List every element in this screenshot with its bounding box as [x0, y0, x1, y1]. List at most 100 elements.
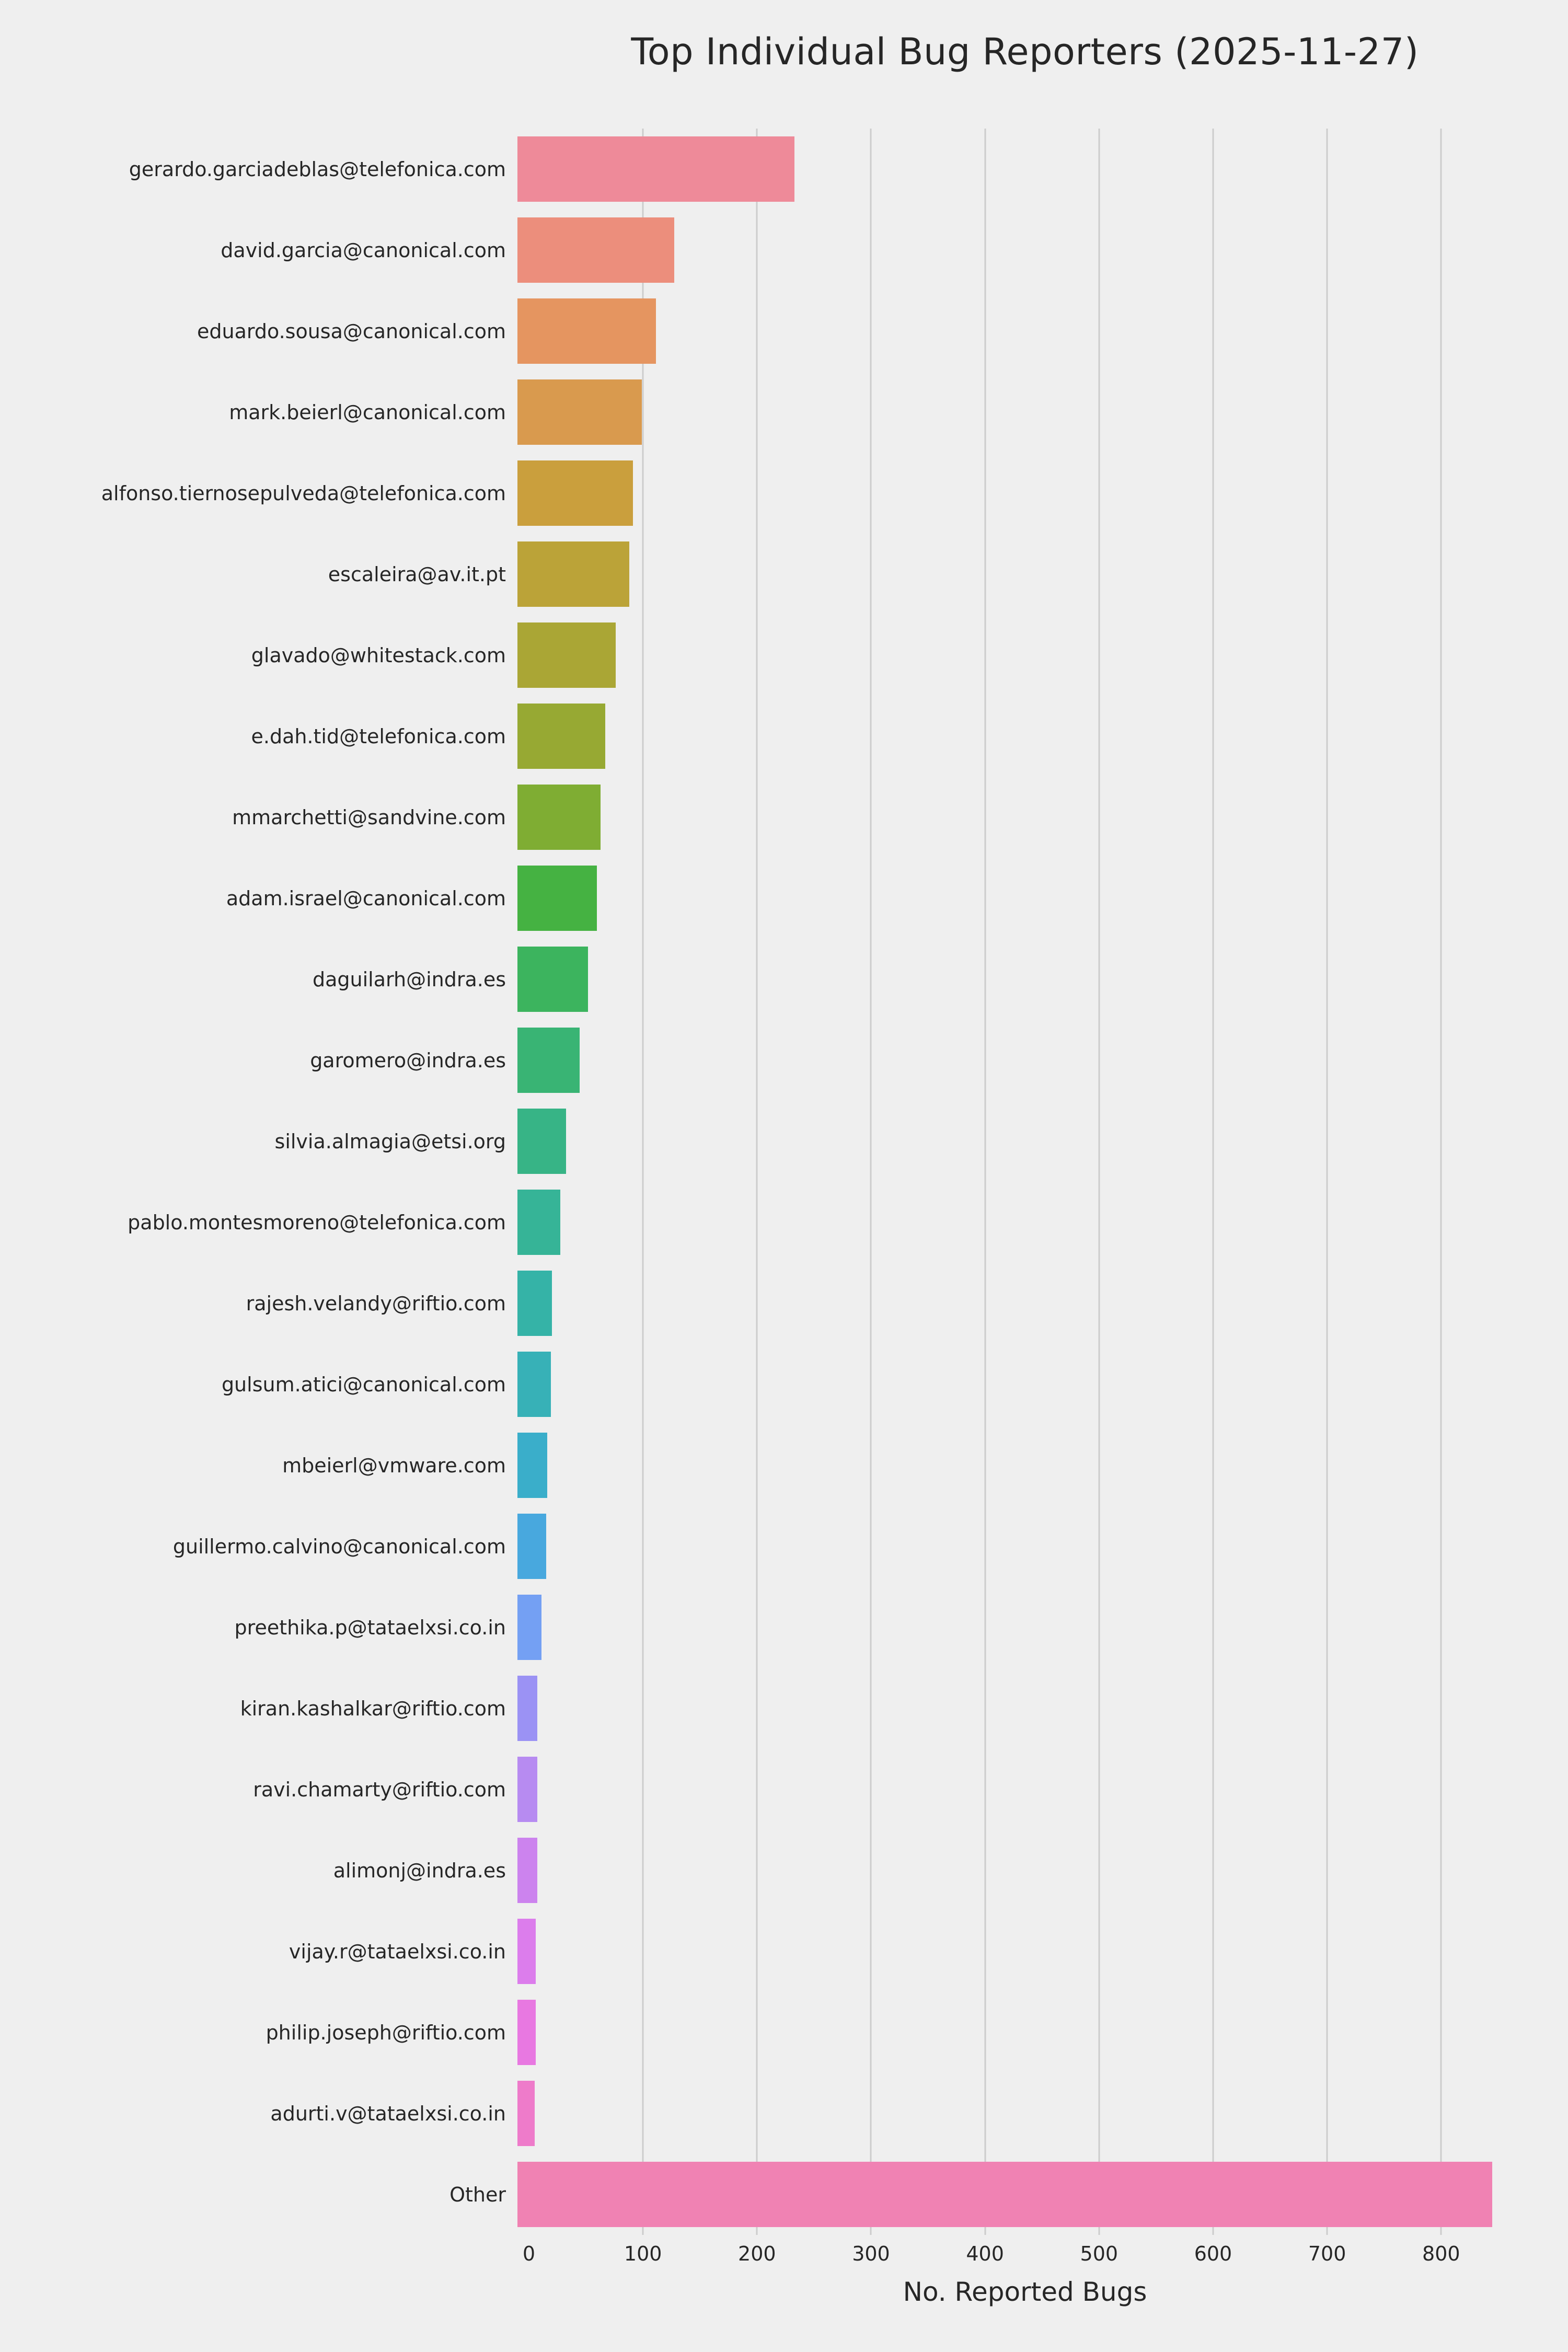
bar-row: silvia.almagia@etsi.org — [0, 1101, 1521, 1182]
bar-track — [517, 1668, 1521, 1749]
x-tick-label: 300 — [852, 2242, 890, 2265]
bar-track — [517, 615, 1521, 696]
bar-row: guillermo.calvino@canonical.com — [0, 1506, 1521, 1587]
bar-row: vijay.r@tataelxsi.co.in — [0, 1911, 1521, 1992]
x-axis: 0 100 200 300 400 500 600 700 800 — [523, 2235, 1521, 2269]
bar-track — [517, 1911, 1521, 1992]
bar — [517, 2081, 535, 2146]
bar-label: escaleira@av.it.pt — [328, 562, 506, 586]
x-tick-label: 100 — [624, 2242, 662, 2265]
bar — [517, 947, 588, 1012]
bar-track — [517, 129, 1521, 210]
bar — [517, 1838, 537, 1903]
x-axis-label: No. Reported Bugs — [903, 2277, 1147, 2307]
bar-track — [517, 1830, 1521, 1911]
bar — [517, 1757, 537, 1822]
bar — [517, 1514, 547, 1579]
bar-track — [517, 1425, 1521, 1506]
bar-label: gulsum.atici@canonical.com — [221, 1373, 506, 1396]
bar-track — [517, 939, 1521, 1020]
bar-row: mbeierl@vmware.com — [0, 1425, 1521, 1506]
rows: gerardo.garciadeblas@telefonica.com david… — [0, 129, 1568, 2235]
bar — [517, 1109, 566, 1174]
bar-track — [517, 1101, 1521, 1182]
gridlines — [529, 129, 1521, 2235]
bar-track — [517, 1992, 1521, 2073]
bar — [517, 785, 601, 850]
bar-row: garomero@indra.es — [0, 1020, 1521, 1101]
bar — [517, 866, 597, 931]
bar-label: mmarchetti@sandvine.com — [232, 805, 506, 829]
bar-row: gulsum.atici@canonical.com — [0, 1344, 1521, 1425]
gridline — [1326, 129, 1328, 2235]
bar-track — [517, 2073, 1521, 2154]
bar — [517, 1028, 580, 1093]
bar-row: adam.israel@canonical.com — [0, 858, 1521, 939]
bar-label: guillermo.calvino@canonical.com — [172, 1535, 506, 1558]
bar-row: daguilarh@indra.es — [0, 939, 1521, 1020]
bar-row: adurti.v@tataelxsi.co.in — [0, 2073, 1521, 2154]
bar-row: mmarchetti@sandvine.com — [0, 777, 1521, 858]
bar — [517, 379, 642, 445]
bar-label: glavado@whitestack.com — [251, 643, 506, 667]
bar-track — [517, 453, 1521, 534]
bar — [517, 2162, 1492, 2227]
bar-label: rajesh.velandy@riftio.com — [246, 1292, 506, 1315]
x-tick-label: 0 — [522, 2242, 536, 2265]
bar-row: david.garcia@canonical.com — [0, 210, 1521, 291]
bar-label: eduardo.sousa@canonical.com — [197, 319, 506, 343]
bar-track — [517, 372, 1521, 453]
bar-row: philip.joseph@riftio.com — [0, 1992, 1521, 2073]
gridline — [1098, 129, 1100, 2235]
gridline — [870, 129, 872, 2235]
bar-label: Other — [449, 2183, 506, 2206]
x-tick-label: 400 — [966, 2242, 1004, 2265]
bar — [517, 1352, 551, 1417]
bar-label: ravi.chamarty@riftio.com — [253, 1778, 506, 1801]
bar-label: adam.israel@canonical.com — [226, 886, 506, 910]
bar-row: alimonj@indra.es — [0, 1830, 1521, 1911]
bar — [517, 622, 616, 688]
bar-track — [517, 1182, 1521, 1263]
bar-label: gerardo.garciadeblas@telefonica.com — [129, 157, 506, 181]
gridline — [756, 129, 758, 2235]
bar-label: alimonj@indra.es — [333, 1859, 506, 1882]
bar-row: pablo.montesmoreno@telefonica.com — [0, 1182, 1521, 1263]
bar-track — [517, 1506, 1521, 1587]
x-tick-label: 800 — [1422, 2242, 1460, 2265]
bar-label: vijay.r@tataelxsi.co.in — [289, 1940, 506, 1963]
bar-row: kiran.kashalkar@riftio.com — [0, 1668, 1521, 1749]
bar-row: mark.beierl@canonical.com — [0, 372, 1521, 453]
gridline — [1212, 129, 1214, 2235]
x-tick-label: 700 — [1308, 2242, 1346, 2265]
bar-label: mbeierl@vmware.com — [282, 1454, 506, 1477]
bar — [517, 541, 630, 607]
bar-track — [517, 1749, 1521, 1830]
bar — [517, 1190, 560, 1255]
gridline — [1440, 129, 1442, 2235]
bar — [517, 2000, 536, 2065]
bar-row: glavado@whitestack.com — [0, 615, 1521, 696]
bar-track — [517, 291, 1521, 372]
bar — [517, 298, 656, 364]
bar-row: preethika.p@tataelxsi.co.in — [0, 1587, 1521, 1668]
bar — [517, 1595, 542, 1660]
bar-track — [517, 1344, 1521, 1425]
bar-track — [517, 777, 1521, 858]
bar-label: david.garcia@canonical.com — [221, 238, 506, 262]
x-tick-label: 600 — [1194, 2242, 1232, 2265]
bar-track — [517, 210, 1521, 291]
bar-row: escaleira@av.it.pt — [0, 534, 1521, 615]
bar-label: alfonso.tiernosepulveda@telefonica.com — [101, 481, 506, 505]
bar-row: Other — [0, 2154, 1521, 2235]
bar-label: kiran.kashalkar@riftio.com — [240, 1697, 506, 1720]
bar-label: e.dah.tid@telefonica.com — [251, 724, 506, 748]
bar-track — [517, 1587, 1521, 1668]
bar-label: preethika.p@tataelxsi.co.in — [234, 1616, 506, 1639]
plot-area: gerardo.garciadeblas@telefonica.com david… — [0, 129, 1568, 2235]
bar-track — [517, 534, 1521, 615]
bar-label: adurti.v@tataelxsi.co.in — [270, 2102, 506, 2125]
bar — [517, 1271, 552, 1336]
bar-row: rajesh.velandy@riftio.com — [0, 1263, 1521, 1344]
